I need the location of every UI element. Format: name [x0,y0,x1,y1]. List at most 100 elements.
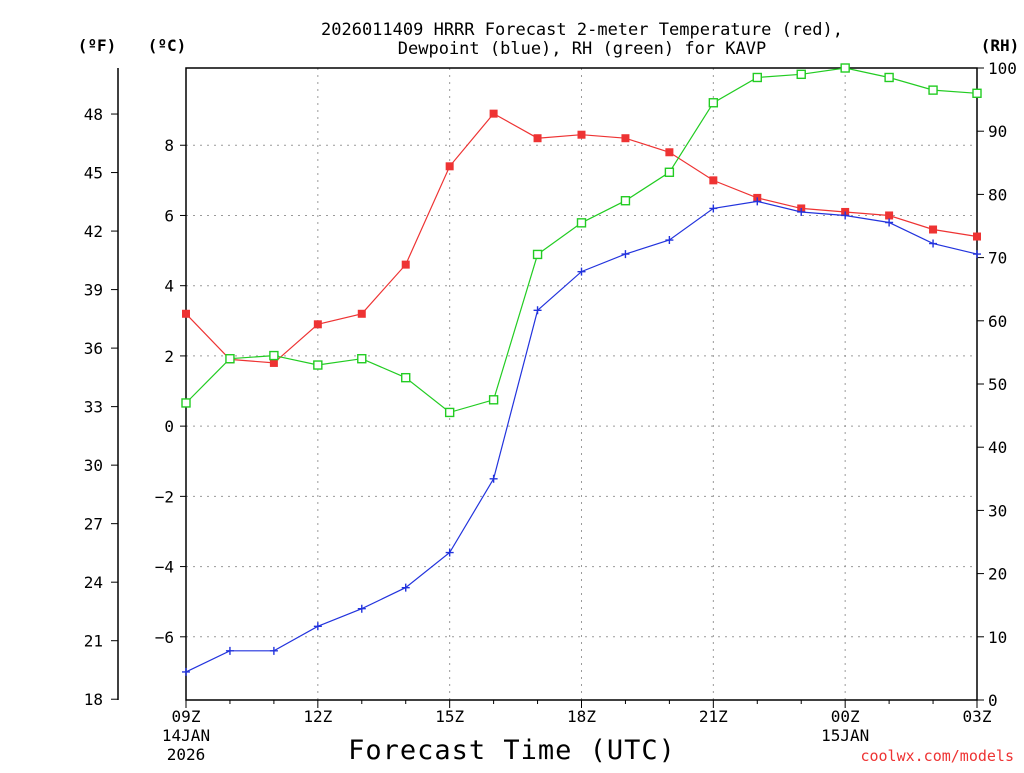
chart-title-line1: 2026011409 HRRR Forecast 2-meter Tempera… [321,20,843,40]
fahrenheit-tick-label: 21 [84,632,103,651]
rh-tick-label: 80 [988,185,1007,204]
celsius-unit-label: (ºC) [148,36,187,55]
red-series-point [621,134,630,143]
green-series-point [357,354,367,364]
celsius-tick-label: 0 [164,417,174,436]
green-series-point [488,395,499,405]
rh-tick-label: 70 [988,249,1007,268]
blue-series-point [445,548,454,557]
rh-tick-label: 40 [988,438,1007,457]
red-series-point [885,211,894,220]
green-series-point [225,354,235,364]
celsius-tick-label: −4 [155,558,174,577]
fahrenheit-unit-label: (ºF) [78,36,117,55]
rh-tick-label: 50 [988,375,1007,394]
red-series-line [185,112,978,364]
x-tick-label: 21Z [699,707,728,726]
blue-series-point [577,267,586,276]
fahrenheit-tick-label: 27 [84,515,103,534]
fahrenheit-tick-label: 30 [84,456,103,475]
green-series-point [576,218,587,228]
blue-series-point [929,239,938,248]
x-tick-label: 15Z [435,707,464,726]
green-series-point [884,72,894,83]
rh-tick-label: 60 [988,312,1007,331]
celsius-tick-label: −2 [155,487,174,506]
blue-series-point [313,622,322,631]
red-series-point [401,260,410,269]
fahrenheit-tick-label: 39 [84,281,103,300]
red-series-point [929,225,938,234]
red-series-point [269,358,278,367]
rh-tick-label: 20 [988,565,1007,584]
blue-series-point [709,204,718,213]
celsius-tick-label: 4 [164,277,174,296]
green-series-point [269,350,279,361]
green-series-point [840,63,850,73]
data-series [181,63,982,676]
red-series-point [313,320,322,329]
green-series-point [620,196,631,206]
blue-series-point [841,211,850,220]
blue-series-point [401,583,410,592]
green-series-point [664,167,675,177]
blue-series-point [269,646,278,655]
green-series-line [185,67,978,414]
celsius-tick-label: 8 [164,136,174,155]
red-series-point [533,134,542,143]
red-series-point [489,109,498,118]
red-series-point [709,176,718,185]
green-series-point [972,88,982,98]
rh-unit-label: (RH) [981,36,1020,55]
credit-label: coolwx.com/models [860,747,1014,765]
rh-tick-label: 90 [988,122,1007,141]
green-series-point [532,249,543,260]
celsius-tick-label: 2 [164,347,174,366]
fahrenheit-tick-label: 36 [84,339,103,358]
fahrenheit-tick-label: 42 [84,222,103,241]
x-tick-sublabel-year: 2026 [167,745,206,764]
green-series-point [313,360,323,370]
green-series-point [401,372,411,383]
blue-series-point [621,250,630,259]
blue-series-point [797,207,806,216]
x-tick-sublabel-date: 14JAN [162,726,210,745]
green-series-point [444,407,455,418]
rh-tick-label: 10 [988,628,1007,647]
celsius-tick-label: −6 [155,628,174,647]
rh-tick-label: 0 [988,691,998,710]
celsius-tick-label: 6 [164,206,174,225]
blue-series-point [357,604,366,613]
red-series-point [577,130,586,139]
fahrenheit-tick-label: 24 [84,573,103,592]
red-series-point [665,148,674,157]
x-tick-label: 12Z [303,707,332,726]
red-series-point [973,232,981,241]
x-tick-label: 18Z [567,707,596,726]
blue-series-point [489,474,498,483]
fahrenheit-tick-label: 48 [84,105,103,124]
green-series-point [181,398,191,408]
rh-tick-label: 100 [988,59,1017,78]
fahrenheit-tick-label: 18 [84,690,103,709]
green-series-point [796,69,806,80]
green-series-point [928,85,938,95]
blue-series-point [182,667,190,676]
blue-series-point [665,236,674,245]
x-tick-label: 03Z [963,707,992,726]
red-series-point [182,309,190,318]
chart-title-line2: Dewpoint (blue), RH (green) for KAVP [398,39,766,59]
red-series-point [445,162,454,171]
fahrenheit-tick-label: 33 [84,398,103,417]
rh-tick-label: 30 [988,501,1007,520]
x-axis-label: Forecast Time (UTC) [348,735,676,766]
x-tick-sublabel-date: 15JAN [821,726,869,745]
blue-series-point [973,250,981,259]
blue-series-point [533,306,542,315]
blue-series-point [225,646,234,655]
blue-series-point [885,218,894,227]
fahrenheit-tick-label: 45 [84,164,103,183]
